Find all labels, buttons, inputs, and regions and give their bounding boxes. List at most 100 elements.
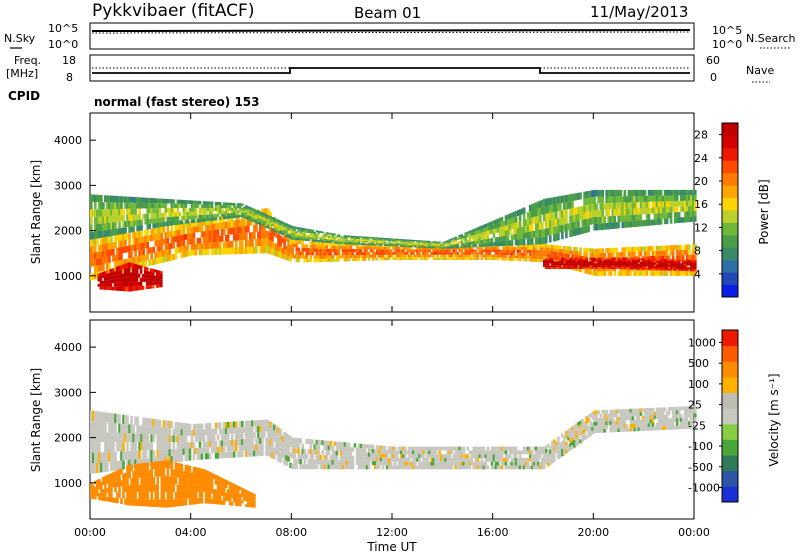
power-echo-cell (694, 263, 697, 266)
velocity-echo-cell (263, 425, 266, 432)
power-echo-cell (144, 254, 147, 261)
velocity-echo-cell (255, 426, 258, 433)
power-echo-cell (500, 255, 504, 258)
power-echo-cell (196, 220, 200, 227)
power-echo-cell (651, 246, 655, 252)
power-echo-cell (200, 214, 204, 219)
velocity-echo-cell (528, 465, 532, 470)
power-echo-cell (151, 272, 155, 276)
velocity-echo-cell (251, 432, 254, 439)
power-echo-cell (472, 249, 476, 252)
power-echo-cell (133, 272, 137, 278)
power-echo-cell (589, 267, 592, 269)
power-echo-cell (168, 243, 172, 250)
velocity-echo-cell (210, 446, 214, 453)
power-echo-cell (424, 254, 427, 258)
power-echo-cell (184, 234, 188, 240)
velocity-echo-cell (285, 455, 288, 461)
velocity-echo-cell (303, 464, 306, 470)
velocity-echo-cell (208, 435, 212, 441)
velocity-echo-cell (198, 435, 202, 442)
power-echo-cell (404, 243, 407, 245)
velocity-echo-cell (230, 421, 234, 428)
power-echo-cell (347, 240, 351, 242)
power-colorbar-swatch (722, 210, 738, 223)
power-echo-cell (134, 231, 137, 238)
power-echo-cell (420, 244, 423, 246)
velocity-echo-cell (315, 454, 319, 460)
power-echo-cell (623, 208, 627, 216)
power-echo-cell (565, 249, 568, 254)
velocity-echo-cell (120, 460, 123, 470)
power-echo-cell (508, 213, 512, 219)
power-echo-cell (102, 264, 105, 271)
velocity-echo-cell (126, 424, 129, 434)
power-echo-cell (406, 249, 409, 252)
power-echo-cell (337, 242, 341, 244)
power-echo-cell (343, 239, 347, 242)
power-echo-cell (553, 245, 556, 249)
power-echo-cell (506, 246, 510, 250)
velocity-echo-cell (317, 454, 321, 460)
power-echo-cell (305, 234, 308, 237)
velocity-echo-cell (416, 454, 419, 458)
power-echo-cell (565, 216, 568, 224)
velocity-echo-cell (337, 460, 341, 465)
power-echo-cell (541, 250, 544, 254)
velocity-echo-cell (341, 451, 345, 456)
velocity-echo-cell (343, 460, 347, 465)
power-echo-cell (442, 257, 445, 260)
velocity-echo-cell (500, 446, 504, 451)
power-echo-cell (410, 252, 413, 255)
power-echo-cell (283, 244, 286, 250)
power-echo-cell (426, 252, 429, 255)
velocity-echo-cell (230, 445, 234, 452)
velocity-echo-cell (472, 461, 476, 466)
power-echo-cell (192, 215, 196, 220)
power-echo-cell (162, 203, 166, 208)
power-echo-cell (675, 255, 679, 261)
power-echo-cell (349, 238, 353, 241)
power-echo-cell (410, 243, 413, 245)
power-echo-cell (669, 263, 673, 265)
power-echo-cell (119, 278, 123, 283)
power-echo-cell (398, 246, 401, 250)
velocity-echo-cell (267, 450, 270, 457)
velocity-echo-cell (424, 446, 427, 451)
velocity-echo-cell (359, 456, 363, 461)
power-echo-cell (545, 253, 548, 257)
power-echo-cell (516, 210, 520, 216)
velocity-echo-cell (325, 445, 329, 451)
power-echo-cell (108, 222, 111, 230)
velocity-echo-cell (386, 465, 389, 470)
power-echo-cell (422, 243, 425, 245)
power-echo-cell (579, 206, 582, 214)
velocity-echo-cell (172, 442, 176, 449)
power-echo-cell (253, 220, 256, 223)
power-echo-cell (202, 208, 206, 212)
power-echo-cell (621, 247, 625, 253)
power-echo-cell (373, 257, 377, 261)
velocity-echo-cell (172, 449, 176, 456)
velocity-echo-cell (377, 445, 381, 450)
power-echo-cell (611, 257, 615, 260)
power-echo-cell (694, 270, 697, 276)
power-echo-cell (139, 269, 143, 274)
velocity-echo-cell (484, 450, 488, 455)
power-echo-cell (121, 264, 125, 269)
velocity-echo-cell (293, 448, 296, 454)
power-echo-cell (353, 235, 357, 238)
power-echo-cell (400, 240, 403, 242)
velocity-echo-cell (458, 465, 461, 470)
power-echo-cell (551, 219, 554, 228)
power-echo-cell (172, 203, 176, 208)
velocity-echo-cell (269, 445, 272, 452)
velocity-echo-cell (514, 465, 518, 470)
power-echo-cell (607, 189, 610, 197)
power-echo-cell (174, 224, 178, 231)
velocity-echo-cell (367, 456, 371, 461)
velocity-echo-cell (543, 454, 546, 458)
power-echo-cell (575, 207, 578, 215)
power-echo-cell (597, 189, 600, 197)
power-echo-cell (388, 242, 391, 244)
